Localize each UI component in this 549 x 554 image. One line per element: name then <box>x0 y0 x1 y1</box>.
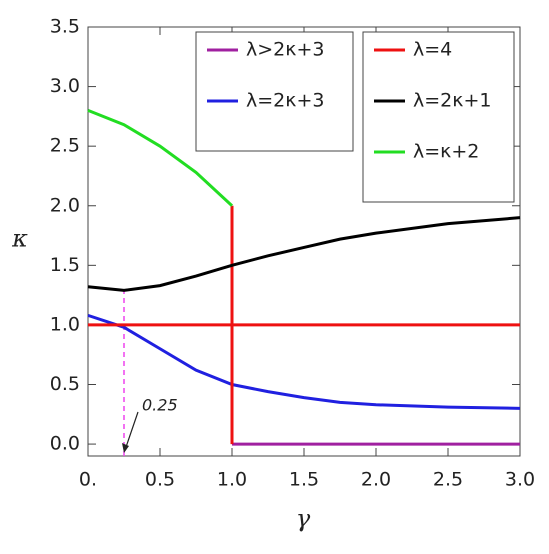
annotation-arrow <box>124 411 139 451</box>
series-line <box>87 313 521 410</box>
y-tick-label: 3.5 <box>50 16 80 38</box>
annotation-arrowhead <box>122 443 129 453</box>
x-tick-label: 0.5 <box>145 469 175 491</box>
y-tick-label: 2.0 <box>50 194 80 216</box>
plot-frame <box>87 26 521 457</box>
legend-label: λ=2κ+3 <box>246 90 324 112</box>
x-tick-label: 3.0 <box>505 469 535 491</box>
x-tick-label: 2.0 <box>361 469 391 491</box>
x-tick-label: 0. <box>79 469 97 491</box>
legend-label: λ>2κ+3 <box>246 39 324 61</box>
legend-label: λ=κ+2 <box>413 141 479 163</box>
y-tick-label: 0.0 <box>50 433 80 455</box>
x-tick-label: 1.0 <box>217 469 247 491</box>
legend-label: λ=4 <box>413 39 452 61</box>
y-tick-label: 1.5 <box>50 254 80 276</box>
y-tick-label: 2.5 <box>50 135 80 157</box>
x-axis-label: γ <box>296 505 311 533</box>
x-tick-label: 2.5 <box>433 469 463 491</box>
y-axis-label: κ <box>11 225 28 253</box>
y-tick-label: 1.0 <box>50 313 80 335</box>
series-line <box>87 109 234 207</box>
legend-box <box>362 31 515 203</box>
y-tick-label: 0.5 <box>50 373 80 395</box>
x-tick-label: 1.5 <box>289 469 319 491</box>
legend-box <box>195 31 354 152</box>
annotation-text: 0.25 <box>142 396 178 415</box>
legend-label: λ=2κ+1 <box>413 90 491 112</box>
y-tick-label: 3.0 <box>50 75 80 97</box>
series-line <box>87 216 521 292</box>
series-line <box>88 205 520 445</box>
